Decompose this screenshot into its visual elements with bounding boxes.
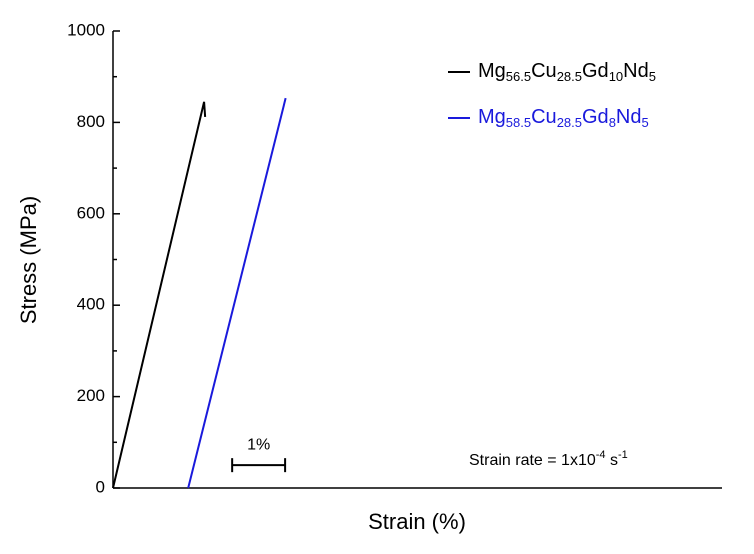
y-tick-label: 200 xyxy=(77,386,105,405)
annotation-sup: -1 xyxy=(618,449,628,461)
y-axis-label: Stress (MPa) xyxy=(16,196,41,324)
legend-sub: 8 xyxy=(609,115,616,130)
y-tick-label: 800 xyxy=(77,112,105,131)
y-tick-label: 400 xyxy=(77,295,105,314)
x-axis-label: Strain (%) xyxy=(368,509,466,534)
legend-text: Gd xyxy=(582,60,609,82)
legend-text: Gd xyxy=(582,106,609,128)
legend-sub: 5 xyxy=(649,69,656,84)
scale-bar-label: 1% xyxy=(247,436,270,453)
legend-sub: 28.5 xyxy=(557,115,582,130)
legend-text: Mg xyxy=(478,60,506,82)
legend-label: Mg58.5Cu28.5Gd8Nd5 xyxy=(478,106,649,130)
annotation-text: s xyxy=(606,452,618,469)
legend-label: Mg56.5Cu28.5Gd10Nd5 xyxy=(478,60,656,84)
legend-sub: 5 xyxy=(642,115,649,130)
annotation: Strain rate = 1x10-4 s-1 xyxy=(469,449,628,469)
legend-sub: 58.5 xyxy=(506,115,531,130)
legend-text: Cu xyxy=(531,106,557,128)
series-line xyxy=(112,101,207,489)
legend-text: Mg xyxy=(478,106,506,128)
annotation-sup: -4 xyxy=(596,449,606,461)
legend-sub: 10 xyxy=(609,69,623,84)
legend-text: Cu xyxy=(531,60,557,82)
legend-text: Nd xyxy=(616,106,642,128)
legend-text: Nd xyxy=(623,60,649,82)
annotation-text: Strain rate = 1x10 xyxy=(469,452,596,469)
legend-sub: 56.5 xyxy=(506,69,531,84)
legend-sub: 28.5 xyxy=(557,69,582,84)
y-tick-label: 600 xyxy=(77,203,105,222)
y-tick-label: 0 xyxy=(96,477,105,496)
y-tick-label: 1000 xyxy=(67,20,105,39)
series-line xyxy=(187,97,287,489)
